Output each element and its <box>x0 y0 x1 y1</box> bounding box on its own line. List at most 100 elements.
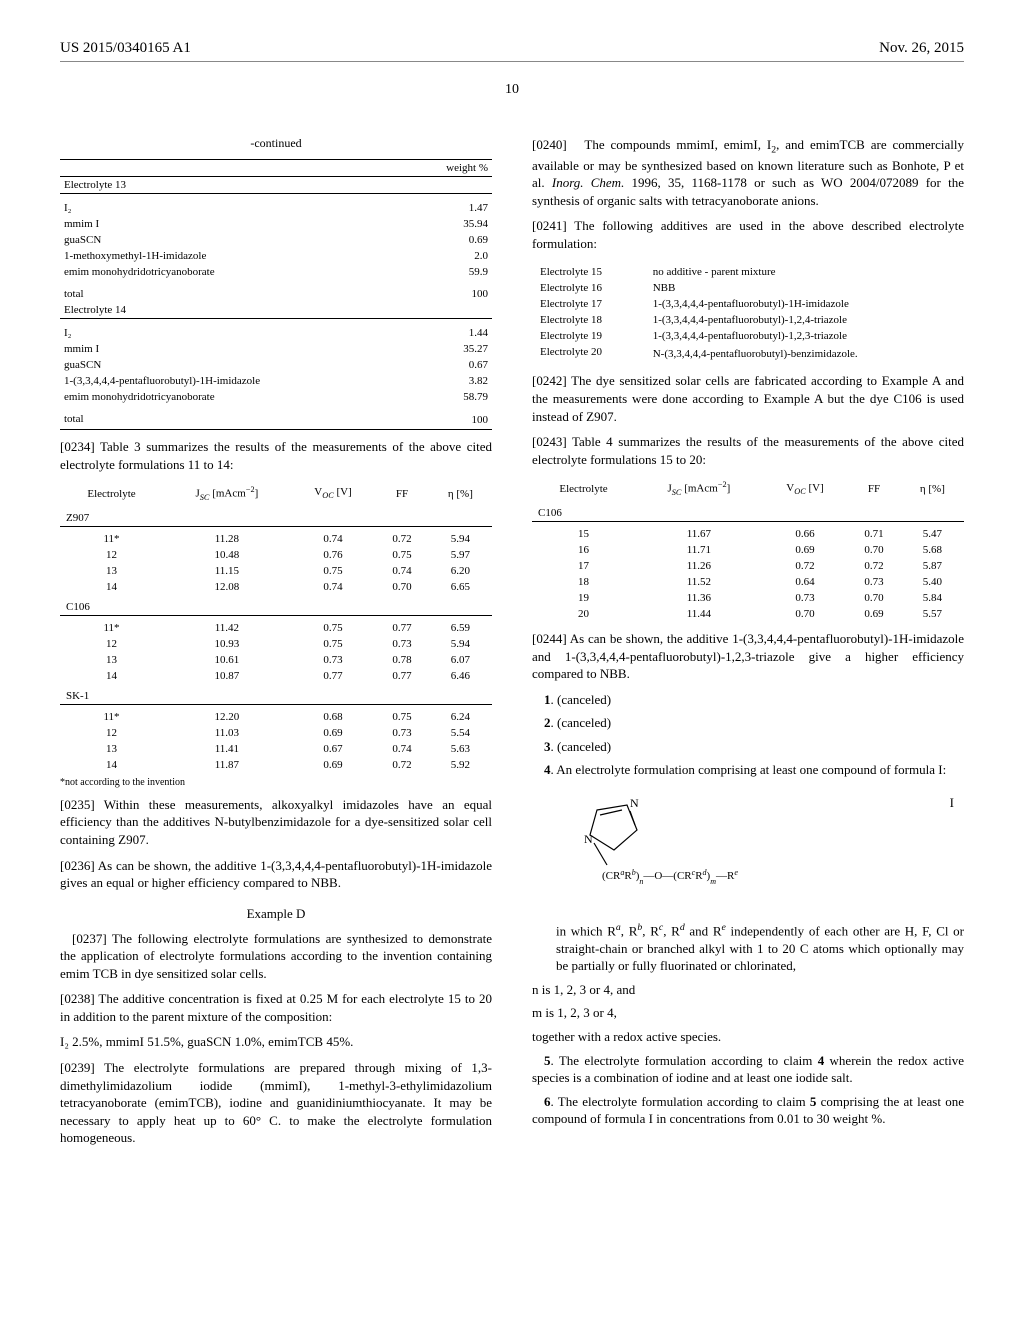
e13-r0-name: I₂ <box>60 194 407 217</box>
dye-c106-2: C106 <box>532 501 964 522</box>
rh-c4: FF <box>375 481 428 506</box>
formula-label: I <box>950 795 954 811</box>
d3r0v: 0.68 <box>291 704 376 725</box>
d2r3v: 0.77 <box>291 668 376 684</box>
ar2a: 1-(3,3,4,4,4-pentafluorobutyl)-1H-imidaz… <box>645 296 964 312</box>
e14-r4-name: emim monohydridotricyanoborate <box>60 389 407 405</box>
para-0242: [0242] The dye sensitized solar cells ar… <box>532 372 964 425</box>
content-columns: -continued weight % Electrolyte 13 I₂1.4… <box>60 128 964 1155</box>
d2r2f: 0.78 <box>375 652 428 668</box>
e13-r3-name: 1-methoxymethyl-1H-imidazole <box>60 248 407 264</box>
d3r1j: 11.03 <box>163 725 291 741</box>
e14-r0-val: 1.44 <box>407 319 492 342</box>
cr4j: 11.36 <box>635 590 763 606</box>
d3r2n: 5.63 <box>429 741 492 757</box>
page-header: US 2015/0340165 A1 Nov. 26, 2015 <box>60 40 964 62</box>
d2r2e: 13 <box>60 652 163 668</box>
claim-5: 5. The electrolyte formulation according… <box>532 1052 964 1087</box>
d3r0n: 6.24 <box>429 704 492 725</box>
d2r1n: 5.94 <box>429 636 492 652</box>
e13-r1-name: mmim I <box>60 216 407 232</box>
cr2j: 11.26 <box>635 558 763 574</box>
cr5e: 20 <box>532 606 635 622</box>
cr5n: 5.57 <box>901 606 964 622</box>
rh-c3: VOC [V] <box>291 481 376 506</box>
d2r0n: 6.59 <box>429 615 492 636</box>
patent-number: US 2015/0340165 A1 <box>60 40 191 57</box>
d3r2v: 0.67 <box>291 741 376 757</box>
para-0241: [0241] The following additives are used … <box>532 217 964 252</box>
cr2n: 5.87 <box>901 558 964 574</box>
cr3j: 11.52 <box>635 574 763 590</box>
claim-4-redox: together with a redox active species. <box>532 1028 964 1046</box>
e14-r2-val: 0.67 <box>407 357 492 373</box>
d3r2f: 0.74 <box>375 741 428 757</box>
d1r3v: 0.74 <box>291 579 376 595</box>
e14-total-name: total <box>60 405 407 430</box>
cr5f: 0.69 <box>847 606 900 622</box>
claim-4-m: m is 1, 2, 3 or 4, <box>532 1004 964 1022</box>
r2h-c2: JSC [mAcm−2] <box>635 476 763 501</box>
d1r3f: 0.70 <box>375 579 428 595</box>
e14-r3-name: 1-(3,3,4,4,4-pentafluorobutyl)-1H-imidaz… <box>60 373 407 389</box>
cr5j: 11.44 <box>635 606 763 622</box>
d1r0n: 5.94 <box>429 526 492 547</box>
para-0235: [0235] Within these measurements, alkoxy… <box>60 796 492 849</box>
para-0240: [0240] The compounds mmimI, emimI, I2, a… <box>532 136 964 209</box>
e13-total-val: 100 <box>407 280 492 302</box>
cr2v: 0.72 <box>763 558 848 574</box>
r2h-c5: η [%] <box>901 476 964 501</box>
claim-6: 6. The electrolyte formulation according… <box>532 1093 964 1128</box>
d2r1e: 12 <box>60 636 163 652</box>
example-d-heading: Example D <box>60 906 492 922</box>
results-table-4: Electrolyte JSC [mAcm−2] VOC [V] FF η [%… <box>532 476 964 622</box>
d2r1j: 10.93 <box>163 636 291 652</box>
para-0244: [0244] As can be shown, the additive 1-(… <box>532 630 964 683</box>
d3r1v: 0.69 <box>291 725 376 741</box>
d2r3j: 10.87 <box>163 668 291 684</box>
dye-sk1: SK-1 <box>60 684 492 705</box>
d3r3f: 0.72 <box>375 757 428 773</box>
ar2e: Electrolyte 17 <box>532 296 645 312</box>
cr1f: 0.70 <box>847 542 900 558</box>
ar4a: 1-(3,3,4,4,4-pentafluorobutyl)-1,2,3-tri… <box>645 328 964 344</box>
d1r0j: 11.28 <box>163 526 291 547</box>
d2r0j: 11.42 <box>163 615 291 636</box>
ar1e: Electrolyte 16 <box>532 280 645 296</box>
dye-z907: Z907 <box>60 506 492 527</box>
claim-4: 4. An electrolyte formulation comprising… <box>532 761 964 779</box>
cr4e: 19 <box>532 590 635 606</box>
d1r0f: 0.72 <box>375 526 428 547</box>
d1r2e: 13 <box>60 563 163 579</box>
claim-4-n: n is 1, 2, 3 or 4, and <box>532 981 964 999</box>
cr4n: 5.84 <box>901 590 964 606</box>
para-0238: [0238] The additive concentration is fix… <box>60 990 492 1025</box>
e14-label: Electrolyte 14 <box>60 302 407 319</box>
d2r2n: 6.07 <box>429 652 492 668</box>
d3r1n: 5.54 <box>429 725 492 741</box>
cr1v: 0.69 <box>763 542 848 558</box>
e13-r3-val: 2.0 <box>407 248 492 264</box>
weight-header: weight % <box>407 160 492 177</box>
e13-r2-name: guaSCN <box>60 232 407 248</box>
d2r0v: 0.75 <box>291 615 376 636</box>
para-0237: [0237] The following electrolyte formula… <box>60 930 492 983</box>
composition-line: I₂ 2.5%, mmimI 51.5%, guaSCN 1.0%, emimT… <box>60 1033 492 1051</box>
d1r1f: 0.75 <box>375 547 428 563</box>
composition-table: weight % Electrolyte 13 I₂1.47 mmim I35.… <box>60 159 492 430</box>
cr0e: 15 <box>532 522 635 543</box>
para-0239: [0239] The electrolyte formulations are … <box>60 1059 492 1147</box>
d3r0f: 0.75 <box>375 704 428 725</box>
cr2f: 0.72 <box>847 558 900 574</box>
cr2e: 17 <box>532 558 635 574</box>
d3r2e: 13 <box>60 741 163 757</box>
svg-text:N: N <box>584 832 593 846</box>
d1r0v: 0.74 <box>291 526 376 547</box>
ar3e: Electrolyte 18 <box>532 312 645 328</box>
cr1n: 5.68 <box>901 542 964 558</box>
cr0j: 11.67 <box>635 522 763 543</box>
cr1j: 11.71 <box>635 542 763 558</box>
svg-text:N: N <box>630 796 639 810</box>
additive-table: Electrolyte 15no additive - parent mixtu… <box>532 260 964 364</box>
d2r0e: 11* <box>60 615 163 636</box>
